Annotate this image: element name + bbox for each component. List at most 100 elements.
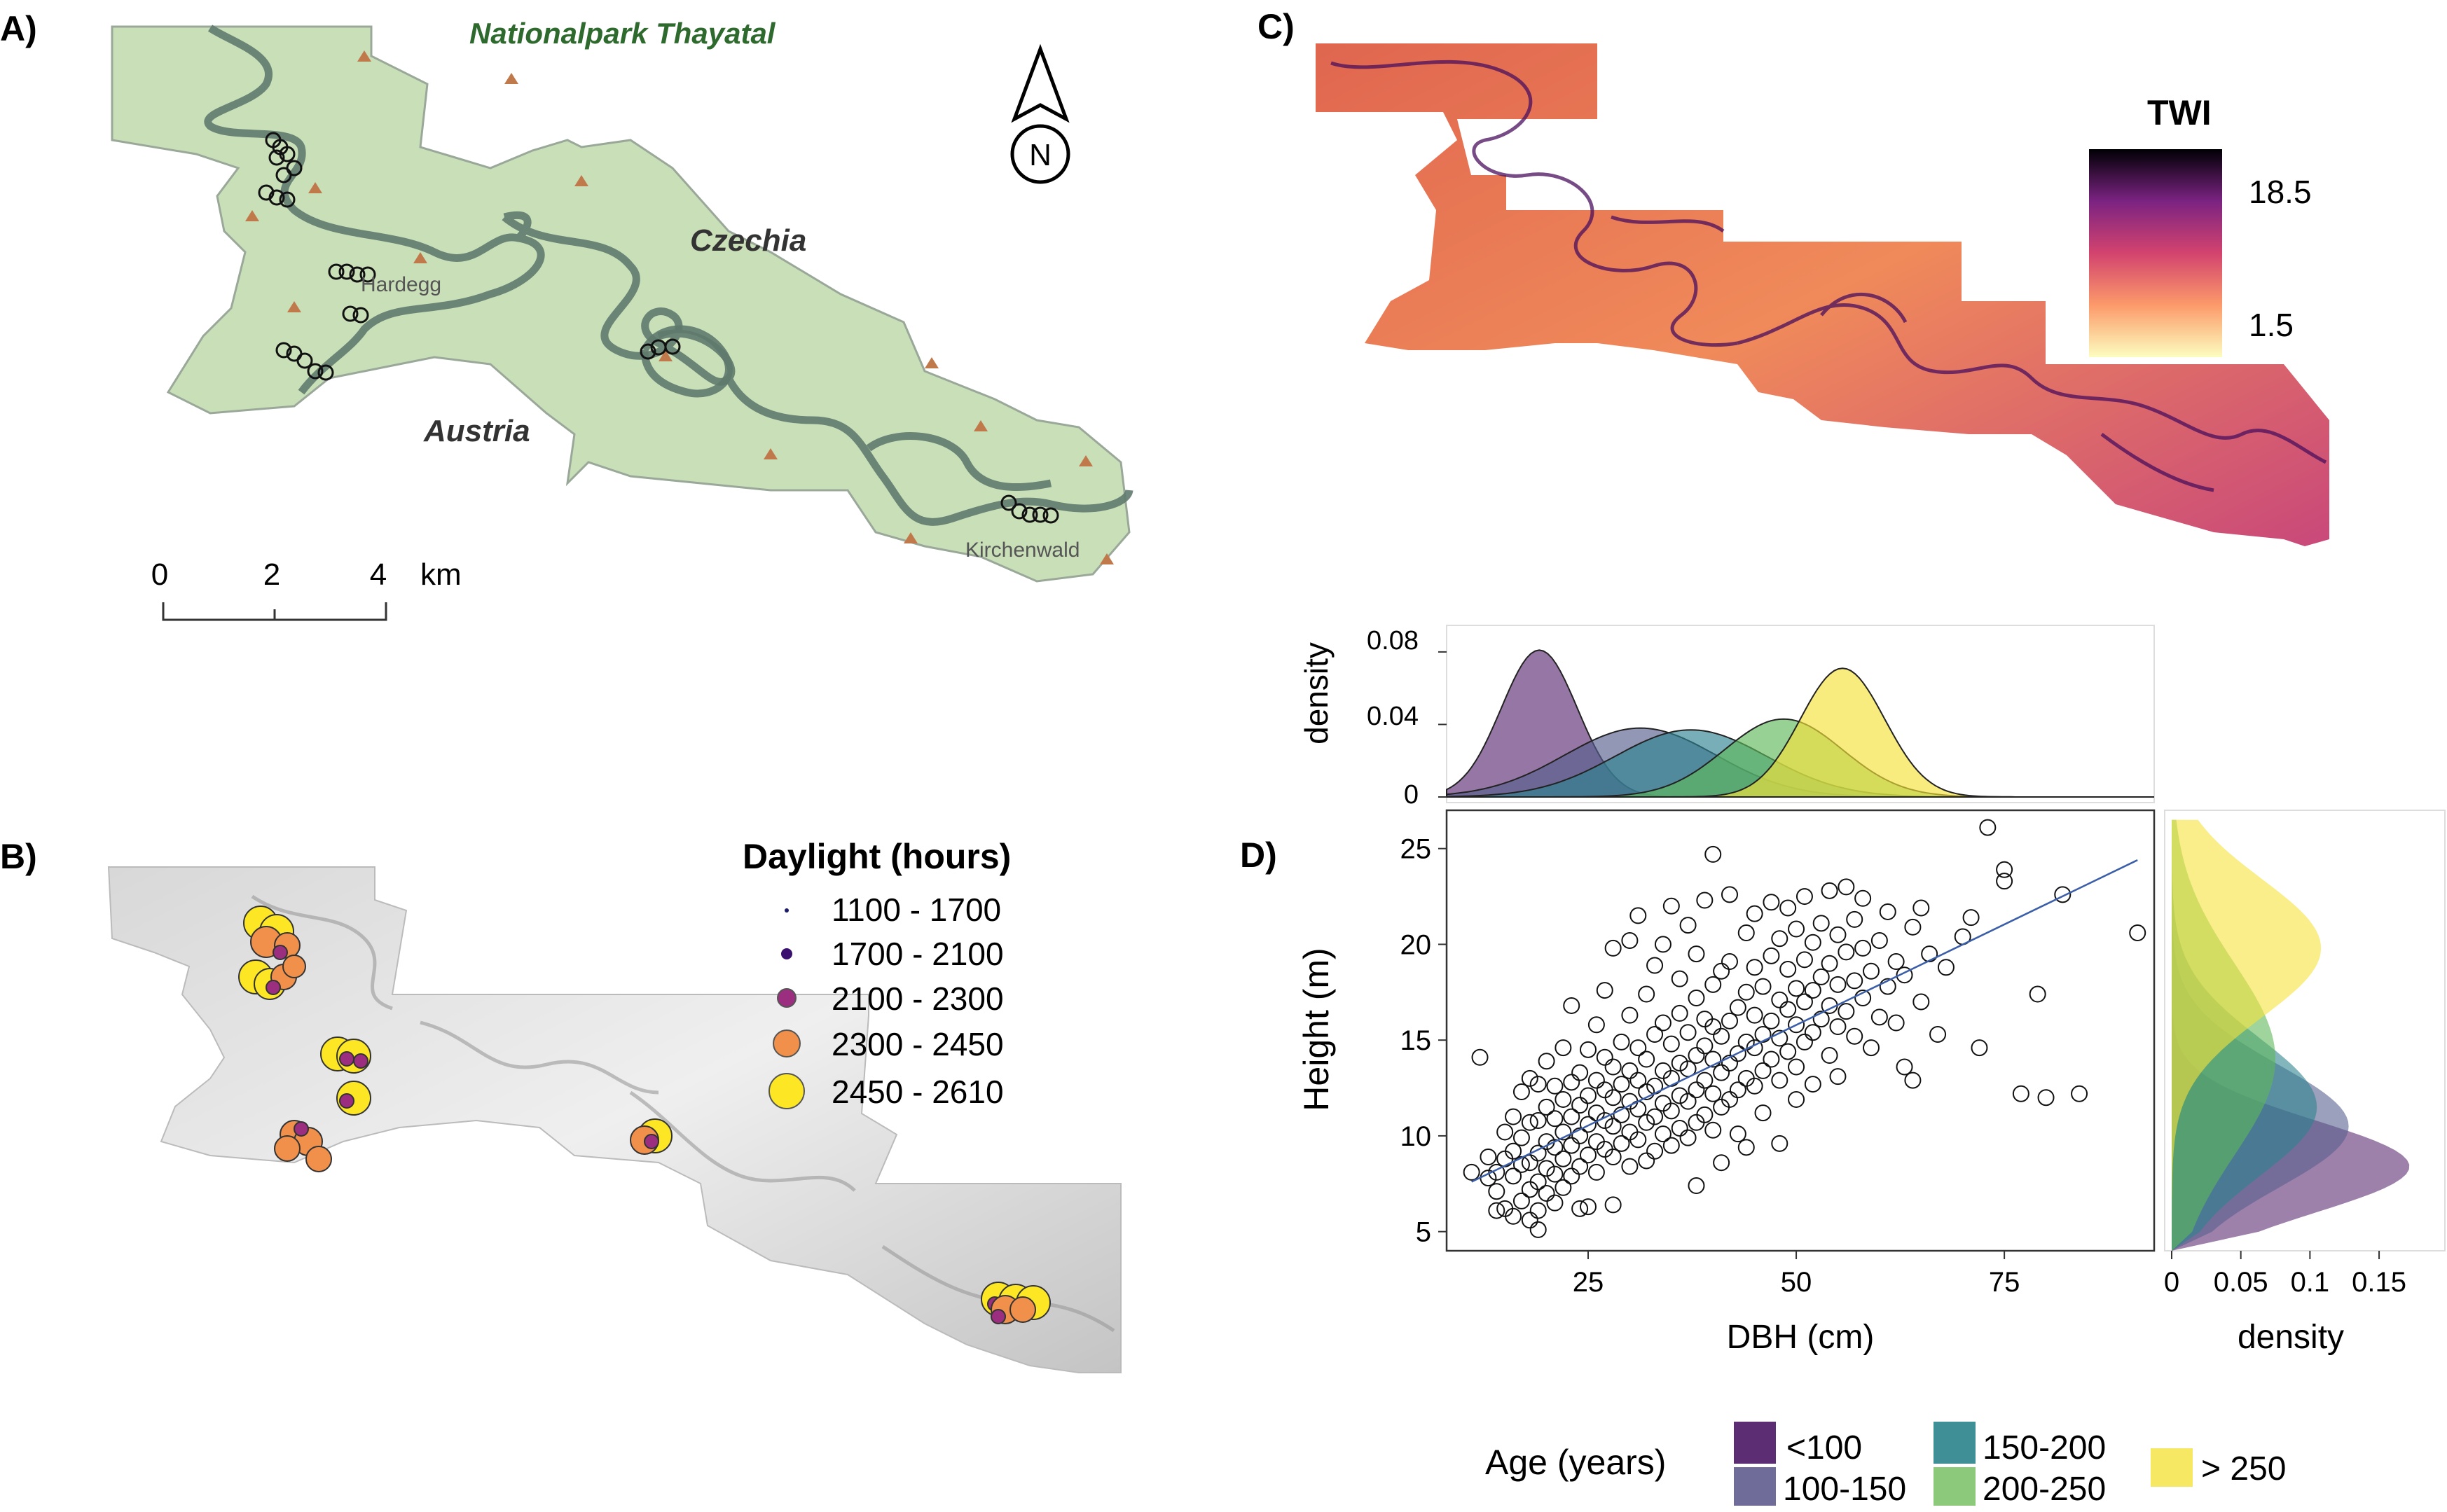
scatter-point-184 [1795,993,1813,1011]
right-xtick-0.05: 0.05 [2214,1267,2268,1298]
scale-unit: km [420,557,462,592]
scatter-point-165 [1763,1050,1780,1068]
legend-swatch-1700 [781,948,792,959]
scatter-point-192 [1812,968,1830,985]
scatter-point-182 [1788,1090,1805,1108]
scatter-ylabel: Height (m) [1297,948,1336,1111]
scatter-point-233 [1996,861,2013,878]
scatter-point-89 [1629,907,1647,924]
legend-label-1700: 1700 - 2100 [832,936,1004,972]
scatter-point-118 [1679,1024,1697,1041]
scatter-x-ticks: 25 50 75 [1573,1251,2020,1298]
scatter-point-27 [1529,1076,1547,1093]
scatter-point-219 [1896,1058,1913,1076]
scatter-point-191 [1812,1011,1830,1028]
scatter-point-45 [1563,1137,1580,1154]
scatter-point-230 [1971,1039,1988,1057]
scatter-point-56 [1580,1087,1597,1104]
scatter-point-138 [1713,1064,1730,1081]
scatter-point-170 [1771,1029,1788,1047]
scatter-point-201 [1829,1068,1847,1086]
scatter-point-208 [1854,990,1872,1007]
scatter-point-42 [1555,1090,1572,1108]
scatter-point-126 [1696,1106,1714,1123]
scatter-point-127 [1696,1071,1714,1089]
twi-legend-min: 1.5 [2249,307,2294,343]
scatter-point-171 [1771,991,1788,1008]
scatter-point-95 [1646,1142,1664,1160]
country-austria: Austria [423,414,530,448]
scatter-point-198 [1829,1018,1847,1036]
scatter-point-149 [1729,999,1746,1016]
scatter-point-92 [1638,1083,1655,1101]
scatter-point-214 [1870,931,1888,949]
scatter-point-74 [1604,939,1622,957]
scatter-point-181 [1788,920,1805,938]
scatter-point-41 [1555,1123,1572,1141]
scatter-point-142 [1721,1090,1738,1108]
scale-tick-4: 4 [370,557,387,592]
scatter-point-51 [1571,1127,1589,1144]
scatter-point-160 [1746,905,1763,922]
scatter-point-108 [1662,1035,1680,1053]
age-legend-title: Age (years) [1485,1443,1666,1482]
scatter-point-121 [1688,1081,1705,1099]
trend-line [1471,859,2138,1183]
scatter-point-175 [1779,1001,1797,1018]
scatter-point-235 [2029,985,2046,1003]
scatter-point-158 [1746,1006,1763,1024]
scatter-point-58 [1580,1198,1597,1216]
scatter-point-239 [2129,924,2146,942]
right-density-250 [2172,819,2322,1251]
scatter-xtick-50: 50 [1781,1267,1812,1298]
scatter-point-67 [1596,1048,1613,1066]
scatter-point-59 [1587,1163,1605,1181]
right-xtick-0: 0 [2164,1267,2179,1298]
scatter-point-161 [1754,1062,1772,1079]
top-ylabel: density [1298,642,1335,744]
age-label-100-150: 100-150 [1783,1471,1906,1508]
scatter-point-33 [1538,1053,1555,1070]
scatter-point-105 [1662,1137,1680,1154]
age-swatch-150-200 [1934,1422,1976,1464]
scatter-point-213 [1870,1008,1888,1026]
scatter-point-29 [1538,1184,1555,1202]
scatter-point-87 [1629,1071,1647,1089]
panel-c-label: C) [1257,7,1295,46]
scatter-point-119 [1679,917,1697,934]
scatter-point-148 [1729,1045,1746,1062]
scatter-point-40 [1555,1150,1572,1167]
scatter-point-200 [1829,926,1847,943]
scatter-point-115 [1679,1129,1697,1146]
scatter-point-26 [1529,1112,1547,1130]
scatter-point-139 [1713,1027,1730,1045]
scatter-point-220 [1896,966,1913,984]
scatter-point-88 [1629,1039,1647,1057]
scale-bar: 0 2 4 km [151,557,462,621]
scatter-point-162 [1754,1025,1772,1043]
scatter-point-164 [1754,1104,1772,1122]
scatter-point-10 [1505,1207,1522,1225]
twi-colorbar [2089,149,2222,357]
scatter-point-90 [1638,1152,1655,1170]
scatter-point-215 [1879,978,1896,995]
scatter-point-234 [2012,1085,2029,1102]
scatter-point-49 [1571,1200,1589,1217]
scatter-ytick-5: 5 [1416,1217,1431,1248]
scatter-point-227 [1937,959,1955,976]
park-triangles [245,50,1114,564]
scatter-point-28 [1529,1221,1547,1238]
scatter-point-131 [1704,1121,1722,1139]
scatter-point-55 [1580,1116,1597,1133]
scatter-point-128 [1696,1037,1714,1055]
scatter-point-155 [1737,1139,1755,1156]
river [204,25,1133,526]
top-ytick-0: 0 [1404,780,1419,810]
scatter-point-156 [1746,1077,1763,1095]
age-swatch-lt100 [1734,1422,1776,1464]
scatter-point-94 [1638,985,1655,1003]
scatter-point-189 [1804,934,1821,951]
sample-circles-a [258,132,1059,524]
scatter-point-71 [1604,1118,1622,1135]
scatter-xlabel: DBH (cm) [1727,1319,1875,1356]
